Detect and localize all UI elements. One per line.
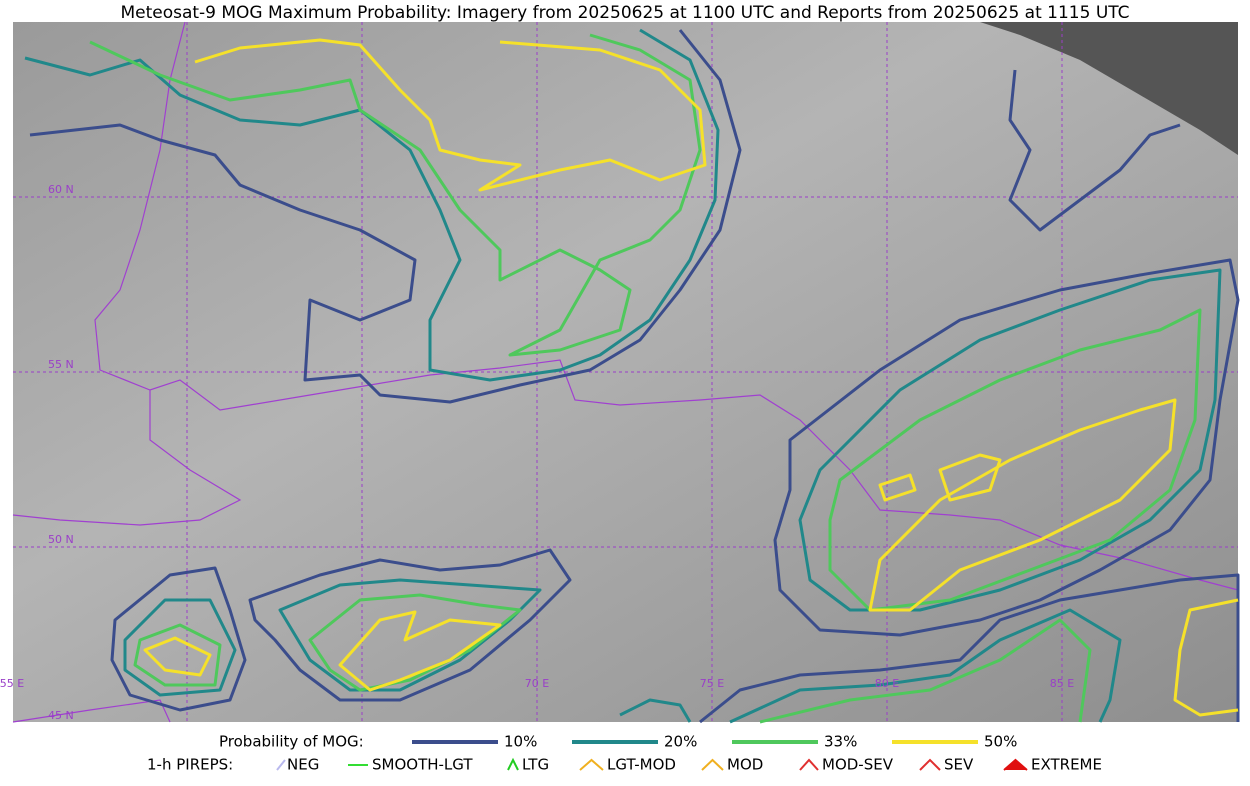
lon-label: 55 E <box>0 677 24 690</box>
legend-text: 50% <box>984 733 1017 751</box>
legend-text: SMOOTH-LGT <box>372 756 473 774</box>
pirep-icon <box>276 759 286 771</box>
title: Meteosat-9 MOG Maximum Probability: Imag… <box>120 3 1129 23</box>
legend-label: 1-h PIREPS: <box>147 756 233 774</box>
pirep-icon <box>579 758 604 771</box>
lat-label: 50 N <box>48 533 74 546</box>
graticule <box>13 22 1238 722</box>
lat-label: 45 N <box>48 709 74 722</box>
borders <box>12 21 1239 723</box>
lat-label: 60 N <box>48 183 74 196</box>
lon-label: 85 E <box>1050 677 1074 690</box>
legend-text: SEV <box>944 756 974 774</box>
map <box>12 21 1240 724</box>
legend-text: LTG <box>522 756 549 774</box>
legend-text: 33% <box>824 733 857 751</box>
pirep-icon <box>919 758 941 771</box>
legend-text: MOD <box>727 756 763 774</box>
legend-text: LGT-MOD <box>607 756 676 774</box>
legend-text: EXTREME <box>1031 756 1102 774</box>
legend: Probability of MOG: 10% 20% 33% 50% 1-h PIREP… <box>147 733 1102 774</box>
legend-text: 20% <box>664 733 697 751</box>
lat-label: 55 N <box>48 358 74 371</box>
no-data-area <box>980 22 1238 155</box>
pirep-icon <box>1003 758 1028 771</box>
lon-label: 70 E <box>525 677 549 690</box>
legend-text: NEG <box>287 756 319 774</box>
lon-label: 80 E <box>875 677 899 690</box>
legend-label: Probability of MOG: <box>219 733 364 751</box>
contours <box>24 28 1240 724</box>
legend-text: 10% <box>504 733 537 751</box>
pirep-icon <box>799 758 819 771</box>
lat-labels: 60 N 55 N 50 N 45 N 55 E 70 E 75 E 80 E 85 E <box>0 183 1074 722</box>
pirep-icon <box>701 758 724 771</box>
legend-text: MOD-SEV <box>822 756 894 774</box>
pirep-icon <box>507 757 519 771</box>
lon-label: 75 E <box>700 677 724 690</box>
